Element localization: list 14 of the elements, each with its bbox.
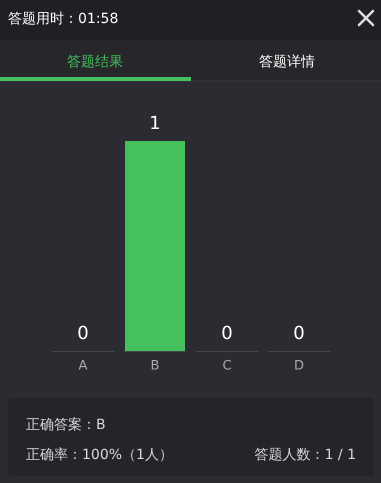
x-tick-label: A (78, 358, 88, 374)
text: 正确答案：B (26, 416, 106, 433)
text: 答题详情 (259, 54, 315, 70)
x-tick-label: C (222, 358, 232, 374)
text: 正确率：100%（1人） (26, 446, 173, 463)
chart-title: 答题用时：01:58 (8, 10, 118, 27)
x-tick-label: D (294, 358, 304, 374)
text: 答题人数：1 / 1 (254, 446, 356, 463)
data-label: 1 (149, 112, 161, 134)
text: 答题结果 (67, 54, 123, 70)
data-label: 0 (293, 322, 305, 344)
data-label: 0 (221, 322, 233, 344)
x-tick-label: B (150, 358, 160, 374)
data-label: 0 (77, 322, 89, 344)
